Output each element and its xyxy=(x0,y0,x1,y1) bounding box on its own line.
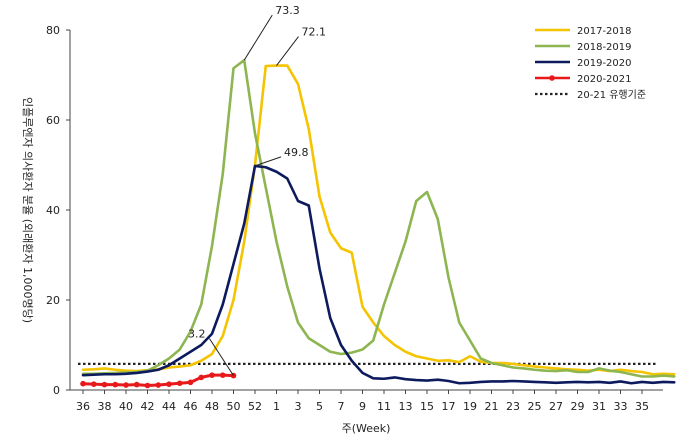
x-tick-label: 7 xyxy=(338,400,345,413)
legend-entry: 2020-2021 xyxy=(577,74,632,85)
x-tick-label: 3 xyxy=(295,400,302,413)
annotation-label: 49.8 xyxy=(284,146,309,159)
series-point xyxy=(80,380,86,387)
x-tick-label: 33 xyxy=(614,400,628,413)
y-tick-label: 40 xyxy=(46,204,60,217)
x-tick-label: 29 xyxy=(571,400,585,413)
x-tick-label: 13 xyxy=(399,400,413,413)
x-tick-label: 17 xyxy=(442,400,456,413)
x-tick-label: 27 xyxy=(549,400,563,413)
x-tick-label: 9 xyxy=(359,400,366,413)
annotation-leader xyxy=(254,156,282,167)
x-tick-label: 35 xyxy=(635,400,649,413)
annotation-leader xyxy=(243,14,273,61)
x-tick-label: 11 xyxy=(377,400,391,413)
x-tick-label: 31 xyxy=(592,400,606,413)
y-tick-label: 20 xyxy=(46,294,60,307)
x-tick-label: 44 xyxy=(162,400,176,413)
series-point xyxy=(219,372,226,378)
x-axis-label: 주(Week) xyxy=(342,422,391,435)
series-point xyxy=(198,374,205,381)
legend-entry: 2018-2019 xyxy=(577,42,632,53)
legend: 2017-2018 2018-2019 2019-2020 2020-2021 20-2… xyxy=(535,26,646,101)
series-point xyxy=(133,381,140,388)
legend-entry: 2017-2018 xyxy=(577,26,632,37)
annotation-leader xyxy=(276,36,299,66)
series-line-2019-2020 xyxy=(81,164,676,385)
series-point xyxy=(90,381,97,387)
series-line-2018-2019 xyxy=(81,58,676,378)
x-tick-label: 1 xyxy=(273,400,280,413)
series-point xyxy=(155,382,162,388)
series-point xyxy=(176,380,183,387)
x-tick-label: 23 xyxy=(506,400,520,413)
x-tick-label: 15 xyxy=(420,400,434,413)
series-point xyxy=(112,381,119,388)
annotation-label: 3.2 xyxy=(188,328,206,341)
series-point xyxy=(187,379,194,386)
x-tick-label: 50 xyxy=(227,400,241,413)
x-tick-label: 46 xyxy=(184,400,198,413)
x-tick-label: 52 xyxy=(248,400,262,413)
series-point xyxy=(166,381,172,387)
x-tick-label: 38 xyxy=(98,400,112,413)
series-point xyxy=(209,372,215,378)
series-point xyxy=(230,372,237,379)
x-tick-label: 42 xyxy=(141,400,155,413)
legend-entry: 20-21 유행기준 xyxy=(577,89,646,101)
y-tick-label: 60 xyxy=(46,114,60,127)
annotation-label: 73.3 xyxy=(275,4,300,17)
y-tick-label: 80 xyxy=(46,24,60,37)
x-tick-label: 40 xyxy=(119,400,133,413)
series-point xyxy=(123,382,129,388)
series-point xyxy=(144,382,151,389)
x-tick-label: 48 xyxy=(205,400,219,413)
x-tick-label: 19 xyxy=(463,400,477,413)
series-line-2017-2018 xyxy=(81,64,676,376)
x-tick-label: 36 xyxy=(76,400,90,413)
legend-entry: 2019-2020 xyxy=(577,58,632,69)
legend-marker xyxy=(549,75,555,81)
annotation-leader xyxy=(209,338,234,376)
x-tick-label: 5 xyxy=(316,400,323,413)
y-tick-label: 0 xyxy=(53,384,60,397)
series-point xyxy=(101,381,108,388)
x-tick-label: 21 xyxy=(485,400,499,413)
x-tick-label: 25 xyxy=(528,400,542,413)
y-axis-label: 인플루엔자 의사환자 분율 (외래환자 1,000명당) xyxy=(21,97,34,323)
annotation-label: 72.1 xyxy=(302,26,327,39)
